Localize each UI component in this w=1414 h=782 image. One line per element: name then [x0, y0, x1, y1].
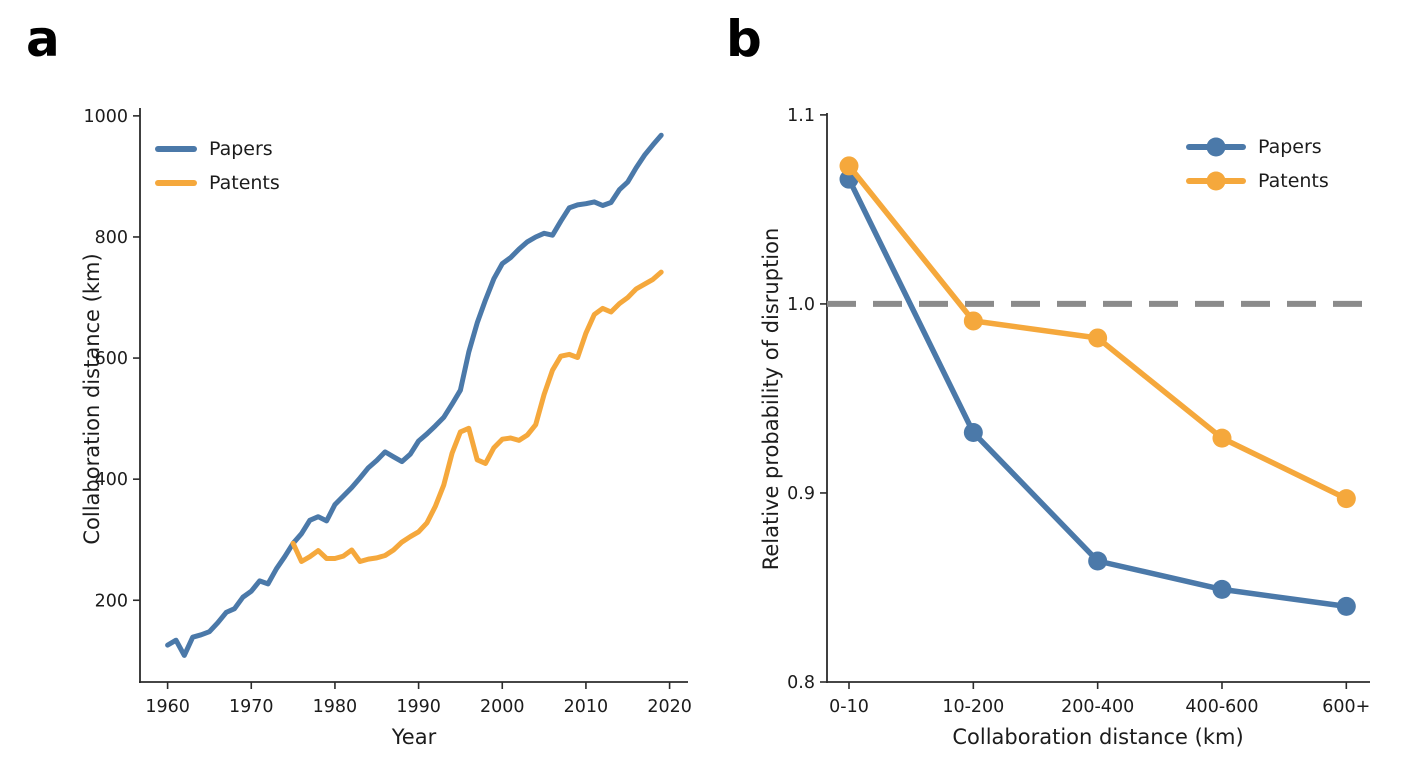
patents-data-point-marker [1088, 328, 1108, 348]
panel-b-legend: Papers Patents [1186, 130, 1329, 198]
panel-a-x-tick-label: 2000 [480, 697, 525, 717]
panel-a-letter: a [26, 10, 60, 68]
papers-line-marker-swatch [1186, 137, 1246, 157]
papers-data-point-marker [963, 422, 983, 442]
panel-a-y-tick-label: 800 [95, 228, 128, 248]
panel-a-x-tick-label: 2010 [564, 697, 609, 717]
patents-line [290, 269, 664, 564]
papers-line-swatch [155, 146, 197, 152]
panel-a-x-tick-label: 1990 [396, 697, 441, 717]
patents-line-swatch [155, 180, 197, 186]
legend-label-patents: Patents [1258, 170, 1329, 192]
panel-b-x-axis-title: Collaboration distance (km) [952, 725, 1244, 749]
papers-line [846, 176, 1350, 610]
panel-b-y-tick-label: 0.8 [787, 673, 815, 693]
papers-data-point-marker [1088, 551, 1108, 571]
panel-a-y-tick-label: 200 [95, 591, 128, 611]
papers-data-point-marker [1212, 579, 1232, 599]
patents-data-point-marker [839, 156, 859, 176]
panel-b-y-tick-label: 1.0 [787, 295, 815, 315]
legend-item-patents: Patents [1186, 164, 1329, 198]
panel-a-y-tick-label: 1000 [83, 107, 128, 127]
papers-line [165, 132, 664, 658]
panel-a-x-tick-label: 2020 [647, 697, 692, 717]
patents-data-point-marker [1212, 428, 1232, 448]
papers-data-point-marker [1336, 596, 1356, 616]
panel-b-x-tick-label: 600+ [1322, 697, 1370, 717]
panel-b-letter: b [726, 10, 762, 68]
panel-a-legend: Papers Patents [155, 132, 280, 200]
panel-b-x-tick-label: 200-400 [1061, 697, 1134, 717]
panel-b-y-tick-label: 0.9 [787, 484, 815, 504]
panel-a-y-axis-title: Collaboration distance (km) [80, 253, 104, 545]
panel-a-y-tick-label: 400 [95, 470, 128, 490]
legend-label-papers: Papers [209, 138, 273, 160]
legend-item-papers: Papers [1186, 130, 1329, 164]
legend-label-papers: Papers [1258, 136, 1322, 158]
panel-a-x-tick-label: 1970 [229, 697, 274, 717]
panel-b-x-tick-label: 10-200 [942, 697, 1004, 717]
panel-b-y-axis-title: Relative probability of disruption [759, 227, 783, 571]
patents-data-point-marker [963, 311, 983, 331]
panel-a-x-tick-label: 1980 [313, 697, 358, 717]
panel-b-y-tick-label: 1.1 [787, 106, 815, 126]
patents-line-marker-swatch [1186, 171, 1246, 191]
panel-a-x-tick-label: 1960 [145, 697, 190, 717]
legend-item-papers: Papers [155, 132, 280, 166]
panel-b-x-tick-label: 0-10 [829, 697, 869, 717]
panel-a-y-tick-label: 600 [95, 349, 128, 369]
panel-a-x-axis-title: Year [391, 725, 437, 749]
legend-item-patents: Patents [155, 166, 280, 200]
patents-data-point-marker [1336, 489, 1356, 509]
panel-b-x-tick-label: 400-600 [1185, 697, 1258, 717]
legend-label-patents: Patents [209, 172, 280, 194]
